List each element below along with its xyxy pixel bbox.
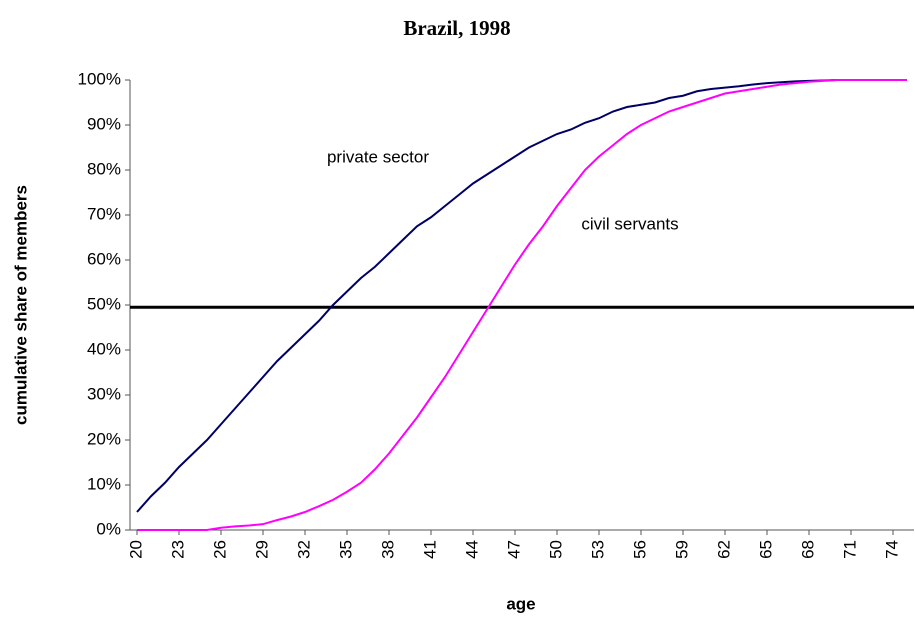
x-tick-label: 20	[126, 540, 145, 559]
x-tick-label: 44	[462, 540, 481, 559]
x-tick-label: 68	[798, 540, 817, 559]
x-axis-title: age	[506, 594, 535, 613]
y-tick-label: 80%	[87, 159, 121, 178]
x-tick-label: 53	[588, 540, 607, 559]
y-tick-label: 90%	[87, 114, 121, 133]
series-label: civil servants	[581, 214, 678, 233]
x-tick-label: 74	[882, 540, 901, 559]
y-axis-title: cumulative share of members	[11, 185, 30, 425]
y-tick-label: 30%	[87, 384, 121, 403]
y-tick-label: 50%	[87, 294, 121, 313]
x-tick-label: 62	[714, 540, 733, 559]
x-tick-label: 56	[630, 540, 649, 559]
x-tick-label: 32	[294, 540, 313, 559]
chart-title: Brazil, 1998	[403, 16, 510, 40]
x-tick-label: 59	[672, 540, 691, 559]
y-tick-label: 0%	[96, 519, 121, 538]
y-tick-label: 100%	[78, 69, 121, 88]
y-tick-label: 20%	[87, 429, 121, 448]
x-tick-label: 47	[504, 540, 523, 559]
x-tick-label: 65	[756, 540, 775, 559]
series-label: private sector	[327, 147, 429, 166]
x-tick-label: 35	[336, 540, 355, 559]
series-line	[137, 79, 907, 531]
y-tick-label: 10%	[87, 474, 121, 493]
x-tick-label: 38	[378, 540, 397, 559]
x-tick-label: 26	[210, 540, 229, 559]
y-tick-label: 70%	[87, 204, 121, 223]
x-tick-label: 41	[420, 540, 439, 559]
x-tick-label: 23	[168, 540, 187, 559]
y-tick-label: 60%	[87, 249, 121, 268]
series-line	[136, 79, 907, 513]
x-tick-label: 29	[252, 540, 271, 559]
x-tick-label: 50	[546, 540, 565, 559]
x-tick-label: 71	[840, 540, 859, 559]
y-tick-label: 40%	[87, 339, 121, 358]
